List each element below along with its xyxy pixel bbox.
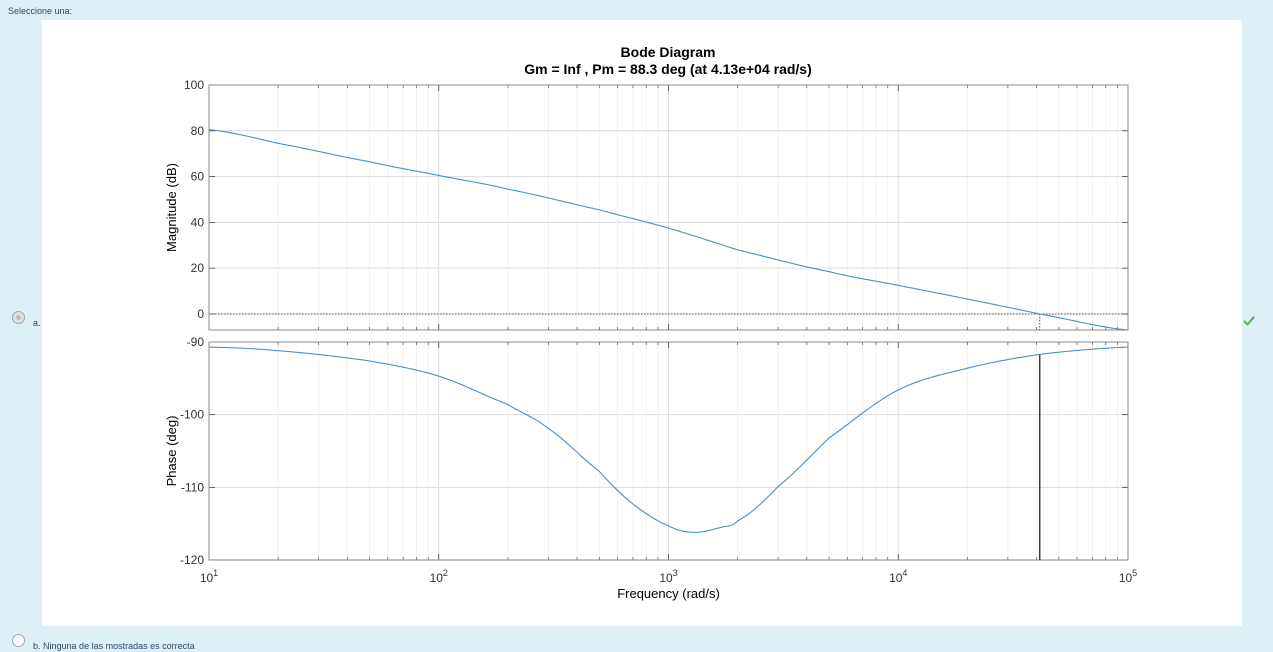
magnitude-axes-box [208,84,1129,331]
chart-title: Bode Diagram [621,44,716,60]
x-tick-label: 103 [659,568,677,585]
x-tick-exponent: 3 [673,568,678,578]
magnitude-y-tick-label: 40 [191,215,205,229]
magnitude-axes: 0 20 40 60 80 100 Magnitude (dB) [164,78,1129,331]
x-tick-base: 10 [200,571,214,585]
x-tick-exponent: 5 [1132,568,1137,578]
x-tick-label: 101 [200,568,218,585]
x-tick-base: 10 [889,571,903,585]
x-tick-exponent: 2 [443,568,448,578]
x-tick-exponent: 1 [213,568,218,578]
magnitude-y-tick-label: 100 [184,78,204,92]
check-icon [1243,316,1255,326]
magnitude-y-tick-label: 20 [191,261,205,275]
magnitude-y-tick-label: 80 [191,124,205,138]
chart-subtitle: Gm = Inf , Pm = 88.3 deg (at 4.13e+04 ra… [524,61,812,77]
x-tick-exponent: 4 [902,568,907,578]
x-tick-base: 10 [659,571,673,585]
x-tick-label: 104 [889,568,907,585]
option-a-radio[interactable] [12,311,25,324]
phase-axes-box [208,341,1129,561]
x-axis-label: Frequency (rad/s) [617,586,720,601]
option-b-text: Ninguna de las mostradas es correcta [43,641,195,651]
phase-y-tick-label: -90 [187,335,205,349]
option-b-letter: b. [33,641,41,651]
x-tick-label: 105 [1119,568,1137,585]
option-b-radio[interactable] [12,634,25,647]
option-a-label[interactable]: a. [33,318,41,328]
magnitude-y-tick-label: 0 [197,307,204,321]
phase-y-tick-label: -120 [180,553,204,567]
phase-y-tick-label: -110 [181,480,204,494]
option-a-bode-plot[interactable]: Bode Diagram Gm = Inf , Pm = 88.3 deg (at… [42,20,1242,626]
magnitude-y-tick-label: 60 [191,170,205,184]
magnitude-series-line [208,129,1129,331]
option-b-label[interactable]: b. Ninguna de las mostradas es correcta [33,641,195,651]
question-prompt: Seleccione una: [8,6,73,16]
magnitude-ylabel: Magnitude (dB) [164,163,179,252]
phase-ylabel: Phase (deg) [164,416,179,487]
phase-series-line [208,346,1129,533]
phase-y-tick-label: -100 [180,408,204,422]
phase-axes: -90 -100 -110 -120 Phase (deg) [164,335,1129,567]
x-tick-base: 10 [1119,571,1133,585]
x-tick-label: 102 [430,568,448,585]
x-tick-base: 10 [430,571,444,585]
